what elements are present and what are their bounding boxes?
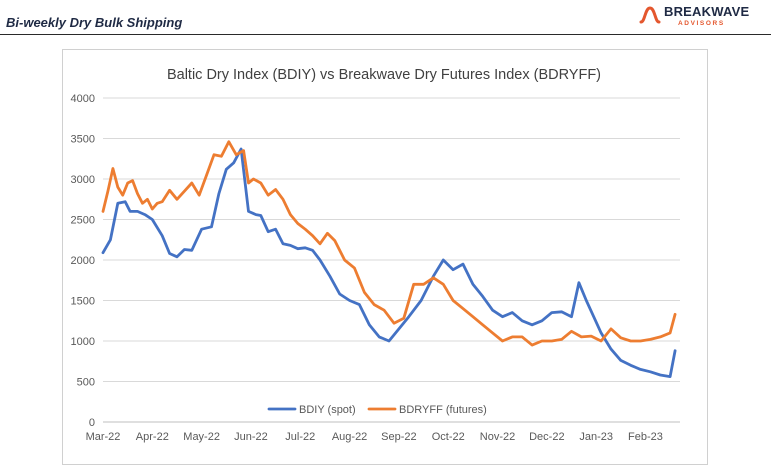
y-axis-ticks: 0 500 1000 1500 2000 2500 3000 3500 4000 xyxy=(71,93,95,429)
x-tick-label: Nov-22 xyxy=(480,431,515,443)
chart-title: Baltic Dry Index (BDIY) vs Breakwave Dry… xyxy=(167,67,601,83)
y-tick-label: 1500 xyxy=(71,296,95,308)
x-tick-label: Jun-22 xyxy=(234,431,268,443)
y-tick-label: 2000 xyxy=(71,255,95,267)
brand-subtitle: ADVISORS xyxy=(678,20,725,27)
header-divider xyxy=(0,34,771,35)
series-line-bdryff xyxy=(101,140,677,347)
chart-container: Baltic Dry Index (BDIY) vs Breakwave Dry… xyxy=(62,49,708,465)
chart-series xyxy=(101,140,677,379)
x-tick-label: Sep-22 xyxy=(381,431,416,443)
x-tick-label: May-22 xyxy=(183,431,220,443)
x-tick-label: Jul-22 xyxy=(285,431,315,443)
x-tick-label: Oct-22 xyxy=(432,431,465,443)
chart-gridlines xyxy=(103,97,680,423)
y-tick-label: 3000 xyxy=(71,174,95,186)
x-tick-label: Aug-22 xyxy=(332,431,367,443)
x-tick-label: Mar-22 xyxy=(86,431,121,443)
series-line-bdiy xyxy=(101,147,677,379)
y-tick-label: 2500 xyxy=(71,215,95,227)
y-tick-label: 4000 xyxy=(71,93,95,105)
x-axis-ticks: Mar-22 Apr-22 May-22 Jun-22 Jul-22 Aug-22 Sep-… xyxy=(86,431,663,443)
x-tick-label: Apr-22 xyxy=(136,431,169,443)
legend-label: BDIY (spot) xyxy=(299,404,356,416)
line-chart: Baltic Dry Index (BDIY) vs Breakwave Dry… xyxy=(71,67,680,443)
page-title: Bi-weekly Dry Bulk Shipping xyxy=(6,15,183,30)
chart-legend: BDIY (spot) BDRYFF (futures) xyxy=(267,404,487,416)
x-tick-label: Jan-23 xyxy=(579,431,613,443)
x-tick-label: Dec-22 xyxy=(529,431,564,443)
y-tick-label: 0 xyxy=(89,417,95,429)
legend-label: BDRYFF (futures) xyxy=(399,404,487,416)
y-tick-label: 500 xyxy=(77,377,95,389)
y-tick-label: 1000 xyxy=(71,336,95,348)
y-tick-label: 3500 xyxy=(71,134,95,146)
brand-name: BREAKWAVE xyxy=(664,4,750,19)
x-tick-label: Feb-23 xyxy=(628,431,663,443)
wave-logo-icon xyxy=(639,6,661,24)
